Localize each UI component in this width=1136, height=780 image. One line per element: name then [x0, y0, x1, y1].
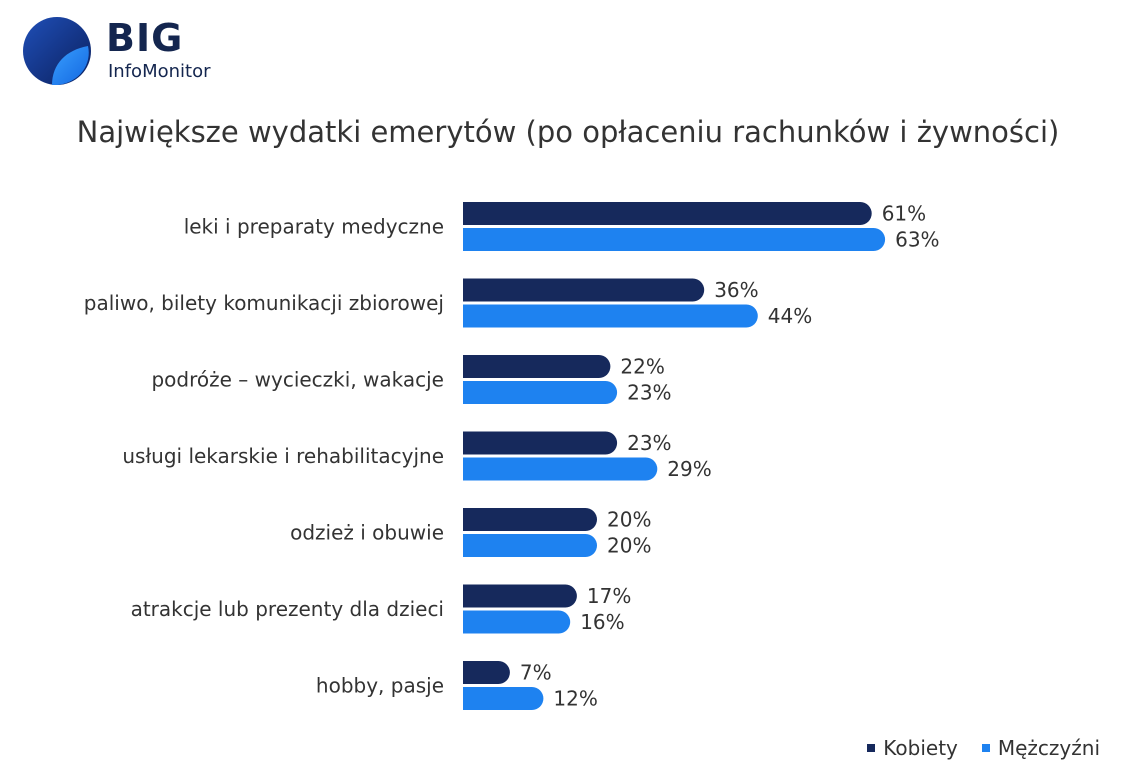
category-label: atrakcje lub prezenty dla dzieci: [131, 597, 444, 621]
bar-kobiety: [463, 508, 597, 531]
data-label: 20%: [607, 534, 651, 558]
bar-kobiety: [463, 202, 872, 225]
bar-mezczyzni: [463, 534, 597, 557]
data-label: 20%: [607, 508, 651, 532]
category-label: hobby, pasje: [316, 674, 444, 698]
data-label: 12%: [553, 687, 597, 711]
logo-name: BIG: [106, 16, 184, 60]
legend-swatch-mezczyzni: [981, 744, 990, 752]
bar-mezczyzni: [463, 687, 544, 710]
data-label: 17%: [587, 584, 631, 608]
legend-item-kobiety: Kobiety: [867, 734, 958, 762]
bar-kobiety: [463, 355, 611, 378]
logo-subtitle: InfoMonitor: [108, 61, 211, 82]
bar-mezczyzni: [463, 228, 886, 251]
bar-kobiety: [463, 661, 510, 684]
legend-label-mezczyzni: Mężczyźni: [997, 736, 1100, 760]
bar-mezczyzni: [463, 457, 658, 481]
data-label: 61%: [882, 202, 926, 226]
data-label: 22%: [620, 355, 664, 379]
legend-label-kobiety: Kobiety: [883, 736, 958, 760]
legend-swatch-kobiety: [867, 744, 876, 752]
legend: Kobiety Mężczyźni: [867, 734, 1100, 762]
legend-item-mezczyzni: Mężczyźni: [981, 734, 1100, 762]
big-logo-icon: [23, 17, 91, 85]
bar-mezczyzni: [463, 304, 758, 328]
bar-kobiety: [463, 431, 618, 455]
bar-kobiety: [463, 584, 577, 608]
category-label: usługi lekarskie i rehabilitacyjne: [122, 444, 444, 468]
category-label: paliwo, bilety komunikacji zbiorowej: [84, 291, 444, 315]
data-label: 63%: [895, 228, 939, 252]
category-label: odzież i obuwie: [290, 521, 444, 545]
data-label: 36%: [714, 278, 758, 302]
category-label: leki i preparaty medyczne: [184, 215, 444, 239]
data-label: 29%: [667, 457, 711, 481]
data-label: 23%: [627, 381, 671, 405]
chart-title: Największe wydatki emerytów (po opłaceni…: [76, 115, 1060, 149]
category-label: podróże – wycieczki, wakacje: [151, 368, 444, 392]
data-label: 23%: [627, 431, 671, 455]
logo: BIG InfoMonitor: [22, 16, 222, 88]
data-label: 7%: [520, 661, 552, 685]
data-label: 16%: [580, 610, 624, 634]
bar-mezczyzni: [463, 381, 618, 404]
bar-kobiety: [463, 278, 705, 302]
bar-mezczyzni: [463, 610, 571, 634]
data-label: 44%: [768, 304, 812, 328]
